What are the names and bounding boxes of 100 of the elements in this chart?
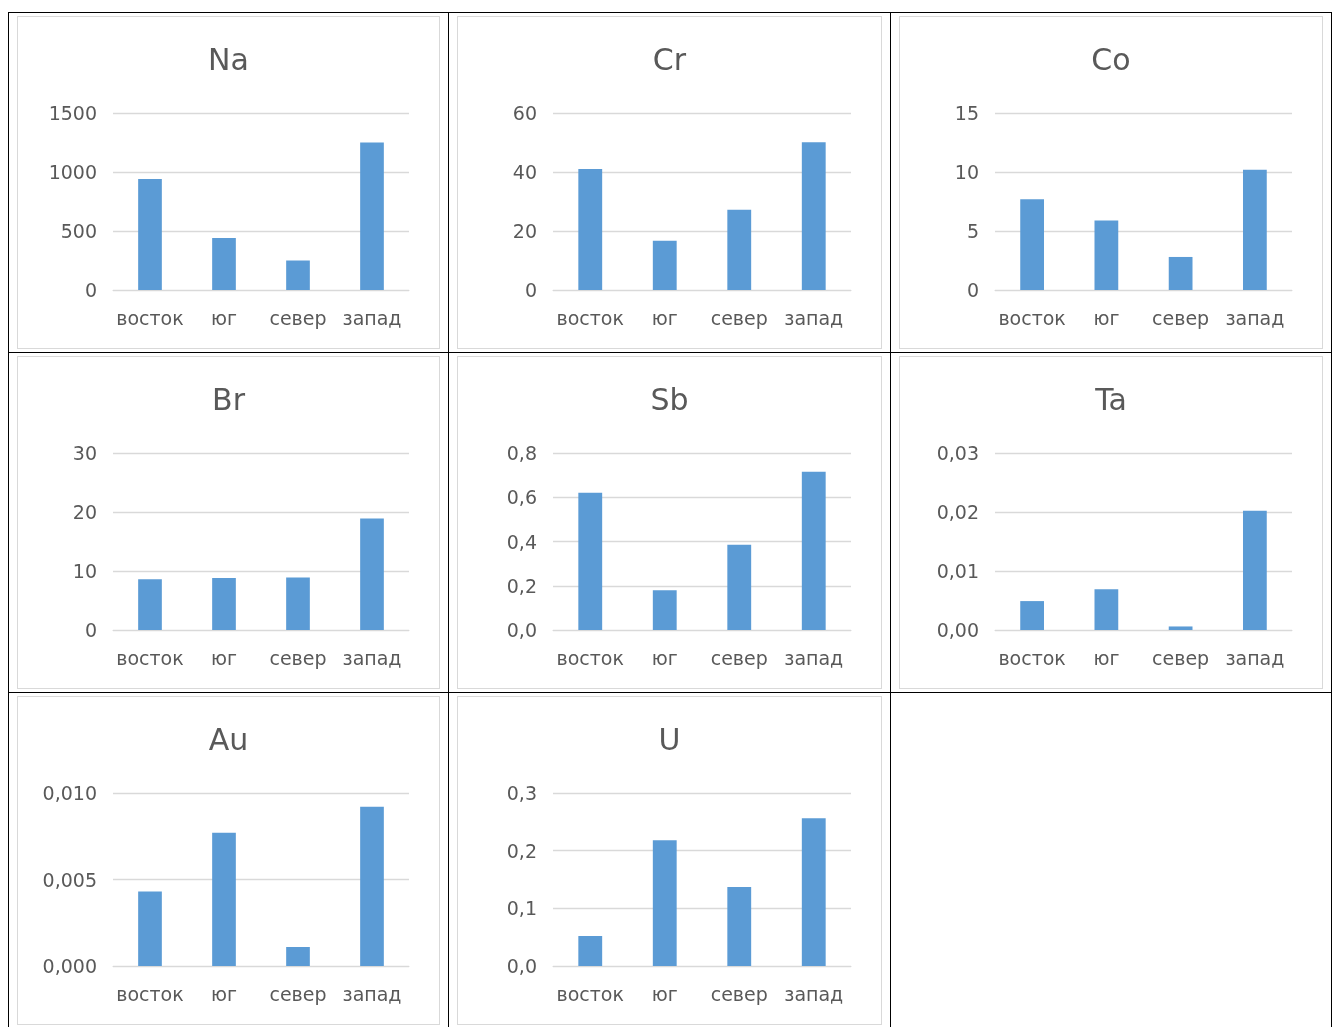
y-tick-label: 0,03 (936, 442, 979, 464)
x-tick-label: юг (651, 306, 678, 329)
bar (1242, 169, 1267, 290)
y-tick-label: 0,005 (42, 868, 97, 891)
y-tick-label: 10 (72, 560, 97, 582)
bar (286, 260, 310, 290)
chart-title: Sb (650, 381, 689, 417)
x-tick-label: восток (998, 646, 1066, 669)
chart-title: U (658, 721, 681, 757)
bar (286, 577, 310, 630)
y-tick-label: 0,2 (506, 574, 537, 597)
chart-title: Cr (652, 41, 687, 77)
bar (212, 578, 236, 630)
x-tick-label: север (710, 306, 768, 329)
bar (727, 544, 752, 630)
y-tick-label: 60 (512, 102, 537, 124)
x-tick-label: восток (116, 646, 184, 669)
y-tick-label: 20 (72, 501, 97, 523)
bar (578, 936, 603, 966)
y-tick-label: 30 (72, 442, 97, 464)
bar (212, 238, 236, 290)
bar (360, 518, 384, 630)
y-tick-label: 0,0 (506, 955, 537, 977)
x-tick-label: запад (342, 646, 402, 669)
bar (801, 471, 826, 630)
bar (1242, 510, 1267, 630)
x-tick-label: юг (1093, 306, 1120, 329)
x-tick-label: юг (1093, 646, 1120, 669)
x-tick-label: запад (784, 982, 844, 1005)
bar (138, 891, 162, 966)
y-tick-label: 0,000 (42, 955, 97, 977)
y-tick-label: 0 (524, 279, 537, 301)
x-tick-label: восток (116, 982, 184, 1005)
y-tick-label: 20 (512, 220, 537, 242)
y-tick-label: 0,3 (506, 782, 537, 804)
y-tick-label: 5 (966, 220, 979, 242)
bar (1094, 589, 1119, 630)
y-tick-label: 1500 (48, 102, 97, 124)
x-tick-label: восток (556, 982, 624, 1005)
x-tick-label: север (269, 646, 327, 669)
y-tick-label: 0,00 (936, 619, 979, 641)
y-tick-label: 0 (84, 619, 97, 641)
x-tick-label: юг (211, 646, 237, 669)
y-tick-label: 0,0 (506, 619, 537, 641)
x-tick-label: запад (784, 646, 844, 669)
y-tick-label: 0,02 (936, 501, 979, 523)
x-tick-label: запад (784, 306, 844, 329)
bar (578, 492, 603, 630)
x-tick-label: восток (998, 306, 1066, 329)
y-tick-label: 0 (966, 279, 979, 301)
bar (652, 590, 677, 630)
x-tick-label: север (269, 306, 327, 329)
bar (212, 832, 236, 966)
y-tick-label: 0,8 (506, 442, 537, 464)
bar (652, 840, 677, 966)
x-tick-label: запад (1225, 306, 1285, 329)
x-tick-label: север (1152, 306, 1210, 329)
bar (801, 818, 826, 966)
chart-title: Au (208, 721, 249, 757)
bar (801, 142, 826, 290)
x-tick-label: юг (211, 982, 237, 1005)
x-tick-label: север (1152, 646, 1210, 669)
bar (360, 806, 384, 966)
bar (578, 169, 603, 290)
y-tick-label: 40 (512, 161, 537, 183)
x-tick-label: восток (116, 306, 184, 329)
chart-title: Ta (1094, 381, 1127, 417)
bar (727, 887, 752, 966)
x-tick-label: запад (342, 982, 402, 1005)
x-tick-label: юг (651, 646, 678, 669)
bar (138, 179, 162, 290)
bar (286, 946, 310, 966)
y-tick-label: 0,6 (506, 486, 537, 509)
chart-title: Br (212, 381, 246, 417)
y-tick-label: 15 (954, 102, 979, 124)
y-tick-label: 0,2 (506, 839, 537, 862)
bar (1020, 199, 1045, 290)
bar (1168, 256, 1193, 290)
x-tick-label: восток (556, 306, 624, 329)
bar (727, 209, 752, 290)
y-tick-label: 10 (954, 161, 979, 183)
chart-title: Na (208, 41, 249, 77)
x-tick-label: запад (1225, 646, 1285, 669)
x-tick-label: север (269, 982, 327, 1005)
x-tick-label: север (710, 646, 768, 669)
bar (360, 142, 384, 290)
y-tick-label: 0,4 (506, 530, 537, 553)
y-tick-label: 500 (60, 220, 97, 242)
y-tick-label: 1000 (48, 161, 97, 183)
x-tick-label: запад (342, 306, 402, 329)
y-tick-label: 0,1 (506, 897, 537, 920)
bar (1168, 626, 1193, 630)
bar (1094, 220, 1119, 290)
y-tick-label: 0,010 (42, 782, 97, 804)
x-tick-label: юг (211, 306, 237, 329)
bar (652, 240, 677, 290)
bar (1020, 601, 1045, 630)
x-tick-label: восток (556, 646, 624, 669)
y-tick-label: 0,01 (936, 560, 979, 582)
y-tick-label: 0 (84, 279, 97, 301)
